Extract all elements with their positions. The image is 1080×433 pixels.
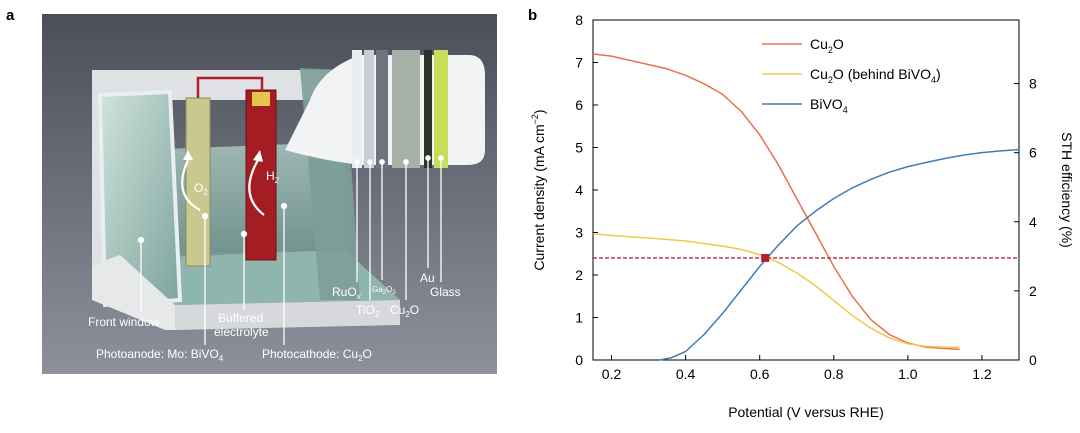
layer-glass — [434, 50, 448, 168]
layer-tio2 — [364, 50, 374, 168]
y-tick-label-1: 1 — [575, 310, 583, 326]
x-tick-label-1: 0.4 — [676, 366, 696, 382]
y2-tick-label-3: 6 — [1029, 145, 1037, 161]
y-tick-label-5: 5 — [575, 140, 583, 156]
y-axis-label: Current density (mA cm−2) — [530, 109, 547, 270]
operating-point-marker — [761, 254, 770, 262]
y2-ticks: 0 2 4 6 8 — [1014, 76, 1037, 368]
label-ruox: RuOx — [332, 285, 362, 301]
series-line-cu2o — [592, 53, 960, 351]
y-tick-label-3: 3 — [575, 225, 583, 241]
label-tio2: TiO2 — [356, 303, 380, 319]
series-line-cu2o_behind — [592, 233, 960, 349]
panel-a-label: a — [6, 7, 15, 24]
y2-tick-label-2: 4 — [1029, 214, 1037, 230]
x-tick-label-2: 0.6 — [750, 366, 770, 382]
label-cu2o-layer: Cu2O — [390, 303, 419, 319]
layer-cu2o — [392, 50, 420, 168]
label-buffered: Buffered — [218, 311, 263, 325]
x-tick-label-5: 1.2 — [972, 366, 992, 382]
legend-label-bivo4: BiVO4 — [810, 96, 848, 115]
o2-arrow — [181, 159, 201, 211]
layer-ruox — [352, 50, 362, 168]
y-tick-label-8: 8 — [575, 12, 583, 28]
o2-arrow-head — [183, 150, 193, 160]
label-photocathode: Photocathode: Cu2O — [262, 347, 372, 363]
label-ga2o3: Ga2O3 — [372, 285, 396, 296]
y-tick-label-2: 2 — [575, 267, 583, 283]
label-h2: H2 — [266, 169, 280, 185]
label-glass: Glass — [430, 285, 461, 299]
cell-bottom — [175, 300, 400, 330]
label-o2: O2 — [194, 181, 208, 197]
layer-au — [424, 50, 432, 168]
legend-label-cu2o: Cu2O — [810, 36, 844, 55]
y-tick-label-6: 6 — [575, 97, 583, 113]
label-au: Au — [420, 271, 435, 285]
y2-axis-label: STH efficiency (%) — [1059, 132, 1075, 248]
y-tick-label-7: 7 — [575, 55, 583, 71]
label-electrolyte: electrolyte — [214, 325, 269, 339]
panel-b-label: b — [528, 7, 537, 24]
h2-arrow — [248, 159, 265, 216]
legend-label-cu2o-behind: Cu2O (behind BiVO4) — [810, 66, 941, 85]
y-ticks: 0 1 2 3 4 5 6 7 8 — [575, 12, 598, 368]
y2-tick-label-1: 2 — [1029, 283, 1037, 299]
photocathode-electrode — [245, 89, 277, 261]
wire — [196, 76, 264, 98]
series-layer — [592, 53, 1020, 361]
x-tick-label-0: 0.2 — [602, 366, 622, 382]
y2-tick-label-4: 8 — [1029, 76, 1037, 92]
panel-a-schematic: a O2 H2 RuOx Ga2O3 TiO2 Cu2O Au Glass Fr… — [0, 0, 520, 428]
x-tick-label-4: 1.0 — [898, 366, 918, 382]
label-photoanode: Photoanode: Mo: BiVO4 — [96, 347, 224, 363]
y-tick-label-4: 4 — [575, 182, 583, 198]
panel-b-chart: b 0.2 0.4 0.6 0.8 1.0 1.2 0 1 2 3 4 5 6 7 8 0 2 4 6 8 Pot… — [520, 0, 1080, 428]
h2-arrow-head — [253, 150, 263, 162]
front-window — [97, 89, 183, 308]
photocathode-contact — [252, 92, 270, 106]
legend: Cu2O Cu2O (behind BiVO4) BiVO4 — [762, 36, 941, 115]
plot-frame — [592, 19, 1020, 361]
series-line-bivo4 — [659, 148, 1020, 361]
chart-svg: b 0.2 0.4 0.6 0.8 1.0 1.2 0 1 2 3 4 5 6 7 8 0 2 4 6 8 Pot… — [528, 7, 1075, 420]
layer-ga2o3 — [376, 50, 388, 168]
x-tick-label-3: 0.8 — [824, 366, 844, 382]
x-ticks: 0.2 0.4 0.6 0.8 1.0 1.2 — [602, 355, 992, 382]
y-tick-label-0: 0 — [575, 352, 583, 368]
y2-tick-label-0: 0 — [1029, 352, 1037, 368]
label-front-window: Front window — [88, 315, 160, 329]
schematic-svg: a O2 H2 RuOx Ga2O3 TiO2 Cu2O Au Glass Fr… — [6, 7, 497, 374]
cell-front-wall — [92, 255, 175, 330]
x-axis-label: Potential (V versus RHE) — [728, 404, 884, 420]
